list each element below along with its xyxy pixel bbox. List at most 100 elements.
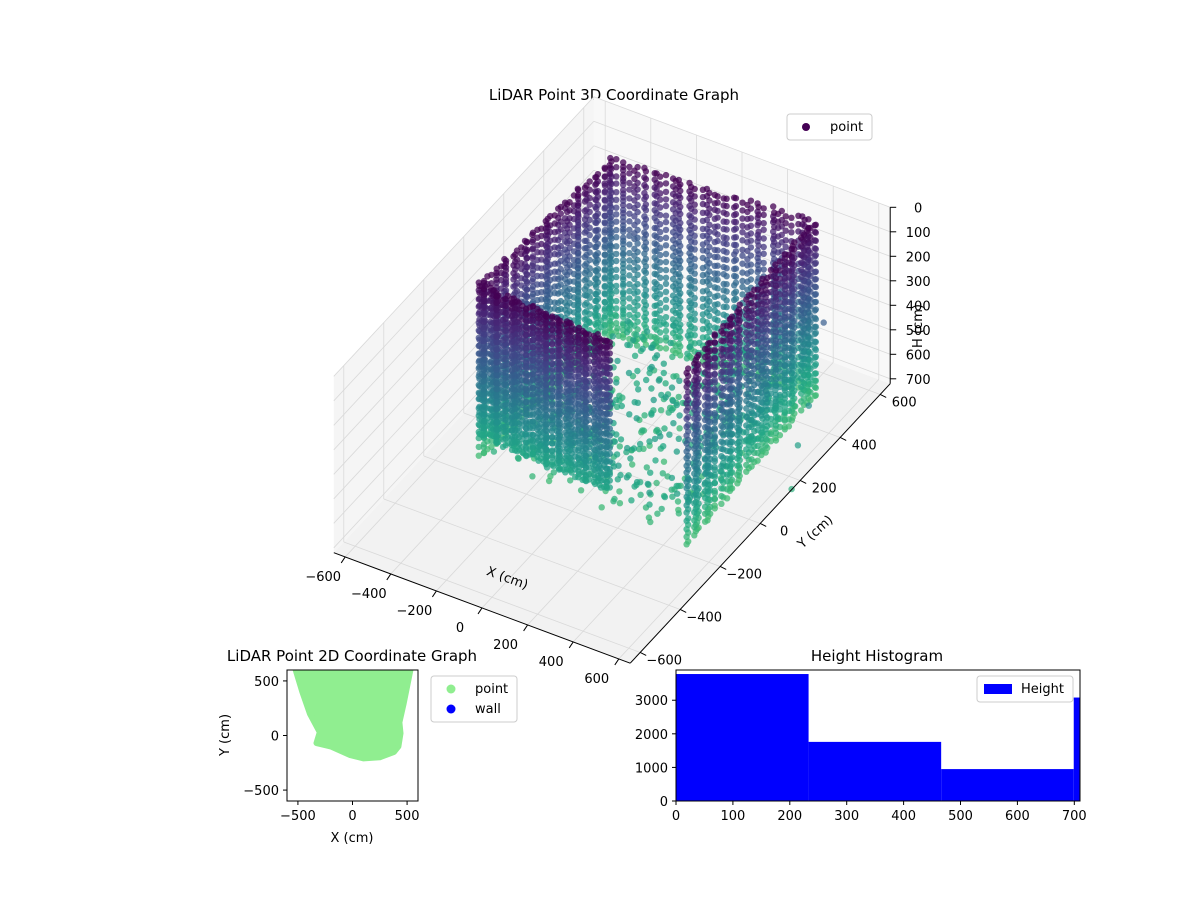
data-point bbox=[718, 468, 725, 475]
data-point bbox=[631, 197, 638, 204]
data-point bbox=[535, 424, 542, 431]
data-point bbox=[788, 245, 795, 252]
data-point bbox=[535, 308, 542, 316]
data-point bbox=[534, 249, 541, 256]
data-point bbox=[718, 391, 725, 398]
data-point bbox=[575, 222, 582, 229]
data-point bbox=[542, 406, 550, 414]
data-point bbox=[701, 378, 709, 386]
data-point bbox=[812, 377, 819, 384]
data-point bbox=[601, 275, 608, 282]
data-point bbox=[772, 290, 780, 297]
data-point bbox=[529, 473, 536, 480]
data-point bbox=[731, 290, 738, 297]
data-point bbox=[626, 179, 633, 187]
data-point bbox=[582, 438, 590, 445]
data-point bbox=[657, 321, 664, 328]
data-point bbox=[613, 288, 620, 295]
data-point bbox=[572, 413, 579, 420]
data-point bbox=[542, 440, 550, 447]
data-point bbox=[572, 345, 579, 352]
data-point bbox=[564, 239, 571, 247]
data-point bbox=[662, 202, 670, 210]
data-point bbox=[642, 302, 650, 309]
data-point bbox=[548, 387, 556, 394]
data-point bbox=[508, 407, 516, 414]
data-point bbox=[480, 351, 488, 359]
data-point bbox=[743, 391, 750, 398]
data-point bbox=[548, 374, 556, 381]
data-point bbox=[643, 464, 650, 471]
data-point bbox=[613, 156, 620, 163]
data-point bbox=[529, 293, 536, 300]
data-point bbox=[706, 211, 713, 219]
data-point bbox=[706, 221, 713, 228]
data-point bbox=[543, 258, 551, 266]
data-point bbox=[606, 261, 613, 268]
data-point bbox=[648, 411, 655, 418]
data-point bbox=[603, 410, 611, 417]
data-point bbox=[744, 224, 751, 231]
data-point bbox=[691, 216, 698, 223]
data-point bbox=[502, 281, 510, 288]
data-point bbox=[626, 264, 633, 271]
data-point bbox=[701, 353, 709, 361]
data-point bbox=[701, 479, 709, 487]
data-point bbox=[581, 269, 589, 277]
data-point bbox=[597, 430, 605, 437]
data-point bbox=[615, 332, 622, 339]
data-point bbox=[535, 409, 542, 416]
data-point bbox=[480, 418, 488, 426]
data-point bbox=[762, 412, 769, 419]
data-point bbox=[562, 436, 569, 443]
data-point bbox=[739, 222, 746, 230]
data-point bbox=[499, 362, 507, 370]
data-point bbox=[624, 341, 631, 349]
data-point bbox=[743, 305, 750, 313]
data-point bbox=[798, 352, 805, 360]
data-point bbox=[691, 332, 698, 339]
data-point bbox=[493, 385, 501, 393]
data-point bbox=[572, 380, 579, 388]
data-point bbox=[798, 407, 805, 414]
data-point bbox=[603, 438, 611, 445]
data-point bbox=[812, 229, 819, 236]
data-point bbox=[657, 283, 664, 291]
data-point bbox=[701, 456, 709, 463]
chart-3d-title: LiDAR Point 3D Coordinate Graph bbox=[489, 86, 739, 104]
data-point bbox=[626, 170, 633, 177]
data-point bbox=[543, 291, 551, 299]
data-point bbox=[542, 427, 550, 434]
data-point bbox=[601, 196, 608, 204]
data-point bbox=[593, 205, 600, 212]
data-point bbox=[572, 466, 579, 473]
data-point bbox=[812, 384, 819, 392]
data-point bbox=[812, 323, 819, 330]
data-point bbox=[493, 299, 501, 306]
data-point bbox=[562, 388, 569, 396]
data-point bbox=[523, 412, 530, 420]
data-point bbox=[601, 173, 608, 181]
data-point bbox=[706, 243, 713, 251]
data-point bbox=[631, 252, 638, 259]
data-point bbox=[670, 420, 677, 427]
data-point bbox=[798, 306, 805, 313]
data-point bbox=[581, 190, 589, 197]
data-point bbox=[581, 198, 589, 205]
data-point bbox=[564, 271, 571, 279]
data-point bbox=[564, 233, 571, 240]
data-point bbox=[691, 224, 698, 232]
data-point bbox=[743, 436, 750, 444]
data-point bbox=[631, 299, 638, 306]
data-point bbox=[648, 385, 655, 392]
data-point bbox=[701, 510, 709, 517]
data-point bbox=[556, 393, 563, 401]
data-point bbox=[562, 422, 569, 429]
data-point bbox=[508, 326, 516, 334]
data-point bbox=[627, 455, 634, 462]
data-point bbox=[626, 226, 633, 233]
data-point bbox=[620, 310, 627, 317]
data-point bbox=[739, 215, 746, 222]
data-point bbox=[631, 204, 638, 212]
